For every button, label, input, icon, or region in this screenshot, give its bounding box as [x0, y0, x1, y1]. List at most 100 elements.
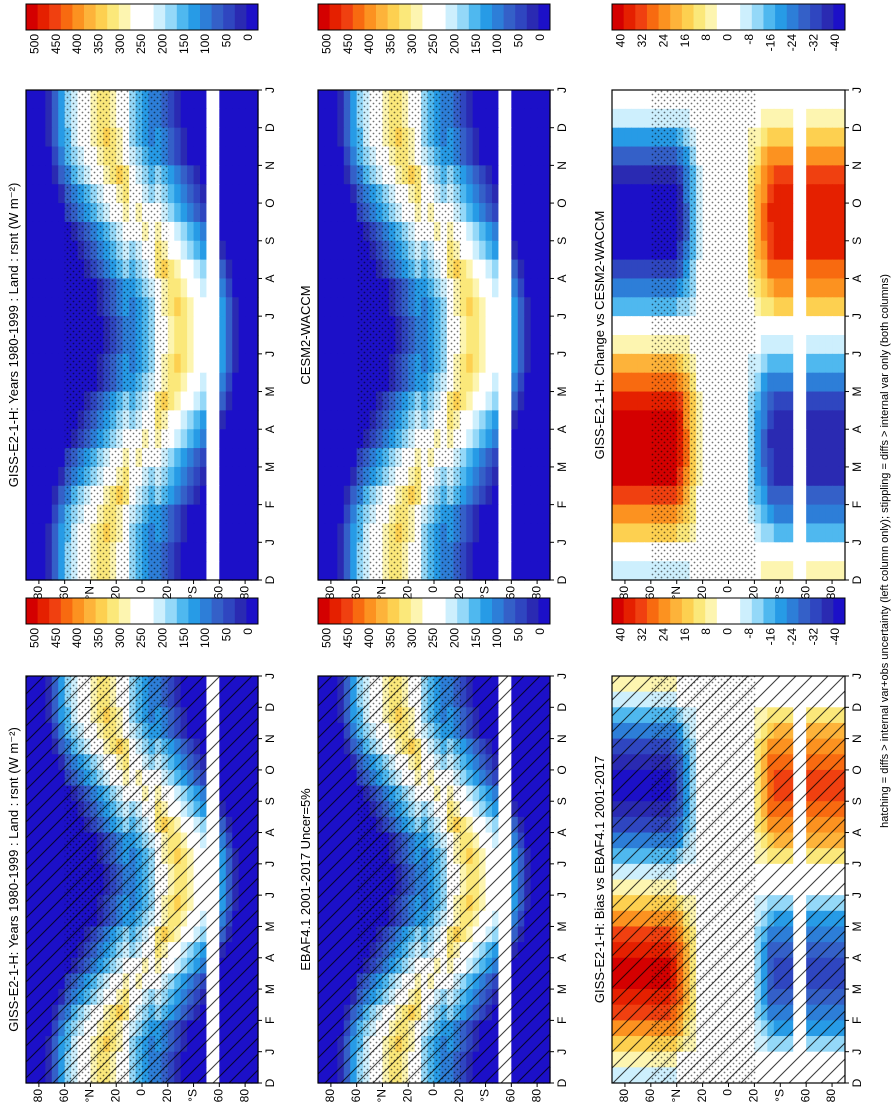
heatmap-cell — [187, 504, 195, 525]
heatmap-cell — [225, 108, 233, 129]
heatmap-cell — [32, 278, 40, 298]
heatmap-cell — [318, 90, 326, 110]
heatmap-cell — [238, 316, 246, 336]
heatmap-cell — [350, 410, 358, 430]
heatmap-cell — [219, 353, 227, 374]
heatmap-cell — [350, 429, 358, 449]
heatmap-cell — [459, 523, 467, 543]
heatmap-cell — [466, 542, 474, 562]
heatmap-cell — [479, 146, 487, 166]
lat-tick-label: 60 — [643, 1089, 657, 1102]
heatmap-cell — [45, 90, 53, 110]
heatmap-cell — [187, 316, 195, 336]
heatmap-cell — [511, 297, 519, 317]
heatmap-cell — [511, 391, 519, 411]
heatmap-cell — [232, 335, 240, 355]
heatmap-cell — [530, 240, 538, 261]
heatmap-cell — [492, 240, 500, 261]
heatmap-cell — [537, 485, 545, 506]
heatmap-cell — [492, 372, 500, 393]
heatmap-cell — [498, 410, 506, 430]
heatmap-cell — [51, 372, 59, 393]
heatmap-cell — [206, 485, 214, 506]
heatmap-cell — [517, 184, 525, 204]
heatmap-cell — [524, 278, 532, 298]
colorbar-swatch — [492, 598, 504, 624]
colorbar-swatch — [681, 598, 694, 624]
heatmap-cell — [350, 127, 358, 148]
heatmap-cell — [180, 221, 188, 242]
heatmap-cell — [511, 410, 519, 430]
heatmap-cell — [318, 316, 326, 336]
lat-tick-label: 80 — [237, 1089, 251, 1102]
heatmap-cell — [180, 316, 188, 336]
heatmap-cell — [206, 259, 214, 280]
heatmap-cell — [174, 221, 182, 242]
heatmap-cell — [343, 127, 351, 148]
heatmap-cell — [466, 335, 474, 355]
heatmap-cell — [343, 448, 351, 468]
heatmap-cell — [219, 184, 227, 204]
heatmap-cell — [343, 146, 351, 166]
heatmap-cell — [58, 146, 66, 166]
lat-tick-label: 80 — [31, 586, 45, 600]
heatmap-cell — [232, 542, 240, 562]
heatmap-cell — [219, 466, 227, 487]
heatmap-cell — [330, 203, 338, 223]
heatmap-cell — [167, 259, 175, 280]
heatmap-cell — [45, 485, 53, 506]
heatmap-cell — [180, 278, 188, 298]
heatmap-cell — [238, 184, 246, 204]
heatmap-cell — [492, 278, 500, 298]
heatmap-cell — [498, 108, 506, 129]
heatmap-cell — [26, 485, 34, 506]
heatmap-cell — [26, 203, 34, 223]
colorbar-swatch — [612, 598, 625, 624]
heatmap-cell — [472, 259, 480, 280]
heatmap-cell — [330, 410, 338, 430]
heatmap-cell — [324, 297, 332, 317]
heatmap-cell — [187, 542, 195, 562]
heatmap-cell — [537, 146, 545, 166]
heatmap-cell — [245, 297, 253, 317]
month-tick-label: M — [850, 921, 864, 931]
heatmap-cell — [498, 240, 506, 261]
heatmap-cell — [459, 316, 467, 336]
heatmap-cell — [45, 466, 53, 487]
heatmap-cell — [174, 127, 182, 148]
heatmap-cell — [200, 523, 208, 543]
heatmap-cell — [324, 523, 332, 543]
heatmap-cell — [466, 391, 474, 411]
heatmap-cell — [479, 504, 487, 525]
heatmap-cell — [543, 278, 551, 298]
colorbar-swatch — [526, 598, 539, 624]
heatmap-cell — [537, 391, 545, 411]
heatmap-cell — [343, 278, 351, 298]
heatmap-cell — [58, 410, 66, 430]
heatmap-cell — [32, 353, 40, 374]
heatmap-cell — [504, 391, 512, 411]
colorbar-swatch — [410, 598, 423, 624]
heatmap-cell — [511, 240, 519, 261]
heatmap-cell — [58, 297, 66, 317]
heatmap-cell — [504, 372, 512, 393]
heatmap-cell — [45, 108, 53, 129]
month-tick-label: J — [555, 1049, 569, 1055]
heatmap-cell — [238, 542, 246, 562]
month-tick-label: O — [850, 765, 864, 774]
heatmap-cell — [492, 335, 500, 355]
heatmap-cell — [38, 127, 46, 148]
colorbar-tick-label: 200 — [156, 34, 170, 54]
month-tick-label: J — [263, 87, 277, 93]
heatmap-cell — [511, 542, 519, 562]
heatmap-cell — [206, 523, 214, 543]
month-tick-label: F — [555, 1017, 569, 1024]
heatmap-cell — [38, 485, 46, 506]
month-tick-label: M — [263, 984, 277, 994]
heatmap-cell — [330, 184, 338, 204]
heatmap-cell — [193, 297, 201, 317]
colorbar-swatch — [833, 598, 846, 624]
heatmap-cell — [511, 335, 519, 355]
heatmap-cell — [32, 542, 40, 562]
